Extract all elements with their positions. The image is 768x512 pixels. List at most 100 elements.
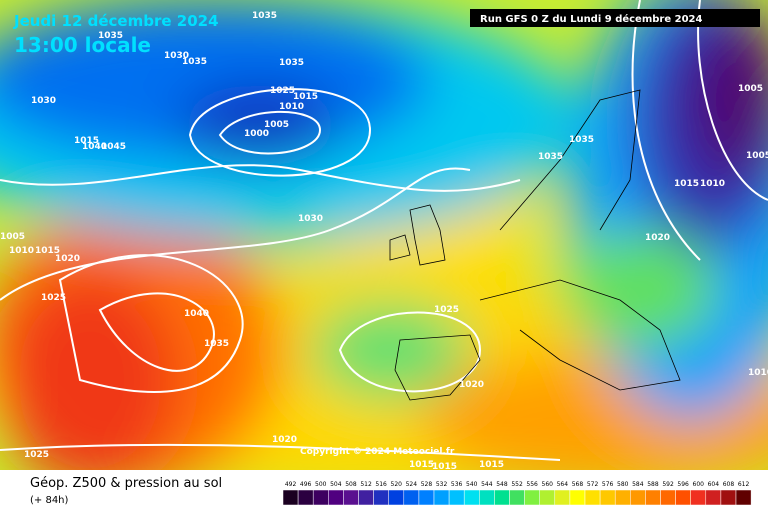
scale-label: 500 [315,481,327,488]
scale-label: 536 [451,481,463,488]
scale-label: 572 [587,481,599,488]
isobar-label: 1015 [74,136,99,146]
footer-title: Géop. Z500 & pression au sol [30,476,222,491]
footer-lead: (+ 84h) [30,495,69,506]
scale-swatch [735,489,752,506]
isobar-label: 1015 [409,460,434,470]
isobar-label: 1035 [98,31,123,41]
scale-label: 516 [375,481,387,488]
isobar-label: 1015 [35,246,60,256]
scale-swatch [297,489,314,506]
scale-swatch [584,489,601,506]
isobar-label: 1015 [432,462,457,472]
scale-swatch [614,489,631,506]
isobar-label: 1005 [746,151,768,161]
isobar-label: 1020 [272,435,297,445]
isobar-label: 1010 [279,102,304,112]
scale-label: 604 [708,481,720,488]
scale-swatch [494,489,510,506]
isobar-label: 1035 [279,58,304,68]
isobar-label: 1010 [700,179,725,189]
scale-swatch [282,489,299,506]
isobar-label: 1035 [204,339,229,349]
scale-swatch [373,489,389,506]
scale-label: 492 [285,481,297,488]
scale-label: 528 [421,481,433,488]
isobar-label: 1035 [252,11,277,21]
map-date: Jeudi 12 décembre 2024 [13,12,219,30]
run-info: Run GFS 0 Z du Lundi 9 décembre 2024 [480,13,702,25]
scale-label: 548 [496,481,508,488]
isobar-label: 1020 [645,233,670,243]
scale-swatch [720,489,737,506]
scale-label: 560 [542,481,554,488]
scale-swatch [645,489,661,506]
isobar-label: 1025 [24,450,49,460]
isobar-label: 1035 [569,135,594,145]
isobar-label: 1025 [41,293,66,303]
isobar-label: 1010 [748,368,768,378]
isobar-label: 1035 [182,57,207,67]
scale-label: 512 [360,481,372,488]
scale-label: 556 [526,481,538,488]
scale-label: 608 [723,481,735,488]
scale-swatch [690,489,707,506]
scale-label: 596 [677,481,689,488]
scale-swatch [358,489,374,506]
scale-swatch [433,489,450,506]
scale-label: 496 [300,481,312,488]
copyright: Copyright © 2024 Meteociel.fr [300,447,455,457]
isobar-label: 1040 [184,309,209,319]
isobar-label: 1045 [101,142,126,152]
scale-label: 544 [481,481,493,488]
scale-swatch [343,489,359,506]
isobar-label: 1010 [9,246,34,256]
scale-swatch [388,489,405,506]
scale-label: 568 [572,481,584,488]
scale-label: 580 [617,481,629,488]
scale-label: 540 [466,481,478,488]
field [0,0,768,470]
scale-label: 584 [632,481,644,488]
scale-label: 612 [738,481,750,488]
isobar-label: 1000 [244,129,269,139]
scale-swatch [328,489,344,506]
isobar-label: 1040 [82,142,107,152]
isobar-label: 1030 [31,96,56,106]
scale-swatch [705,489,722,506]
scale-label: 524 [406,481,418,488]
scale-swatch [554,489,571,506]
isobar-label: 1005 [264,120,289,130]
isobar-label: 1005 [0,232,25,242]
scale-swatch [599,489,616,506]
isobar-label: 1015 [293,92,318,102]
scale-swatch [675,489,691,506]
scale-label: 552 [511,481,523,488]
isobar-label: 1015 [674,179,699,189]
coastlines [389,89,681,401]
isobar-label: 1030 [164,51,189,61]
scale-swatch [418,489,435,506]
scale-swatch [509,489,525,506]
isobar-label: 1015 [479,460,504,470]
scale-swatch [539,489,556,506]
isobar-label: 1025 [434,305,459,315]
isobar-label: 1035 [538,152,563,162]
scale-swatch [479,489,495,506]
scale-label: 520 [391,481,403,488]
isobar-label: 1020 [459,380,484,390]
scale-label: 600 [693,481,705,488]
isobar-label: 1030 [298,214,323,224]
scale-label: 508 [345,481,357,488]
color-scale: 492 496 500 504 508 512 516 520 524 528 532 536 540 5… [282,481,752,506]
scale-label: 504 [330,481,342,488]
scale-label: 592 [662,481,674,488]
scale-swatch [524,489,540,506]
map-time: 13:00 locale [14,33,151,57]
scale-swatch [660,489,676,506]
isobar-label: 1025 [270,86,295,96]
scale-swatch [403,489,420,506]
isobars [0,0,768,461]
